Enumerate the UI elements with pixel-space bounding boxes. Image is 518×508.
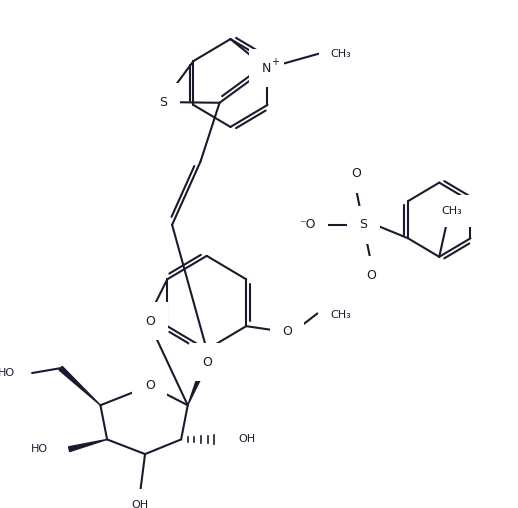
Text: O: O bbox=[145, 379, 155, 392]
Text: O: O bbox=[351, 167, 361, 180]
Text: N: N bbox=[262, 62, 271, 75]
Text: CH₃: CH₃ bbox=[441, 206, 462, 216]
Text: ⁻O: ⁻O bbox=[299, 218, 316, 231]
Text: S: S bbox=[359, 218, 367, 231]
Text: CH₃: CH₃ bbox=[330, 49, 351, 59]
Text: O: O bbox=[282, 325, 292, 337]
Text: CH₃: CH₃ bbox=[330, 310, 351, 321]
Text: HO: HO bbox=[31, 444, 48, 454]
Text: OH: OH bbox=[238, 434, 255, 444]
Text: O: O bbox=[145, 315, 155, 328]
Text: O: O bbox=[366, 269, 376, 282]
Polygon shape bbox=[188, 370, 204, 405]
Text: S: S bbox=[159, 96, 167, 109]
Text: OH: OH bbox=[132, 500, 149, 508]
Text: O: O bbox=[202, 356, 212, 369]
Text: HO: HO bbox=[0, 368, 15, 378]
Text: +: + bbox=[271, 57, 279, 68]
Polygon shape bbox=[59, 366, 100, 405]
Polygon shape bbox=[68, 439, 107, 452]
